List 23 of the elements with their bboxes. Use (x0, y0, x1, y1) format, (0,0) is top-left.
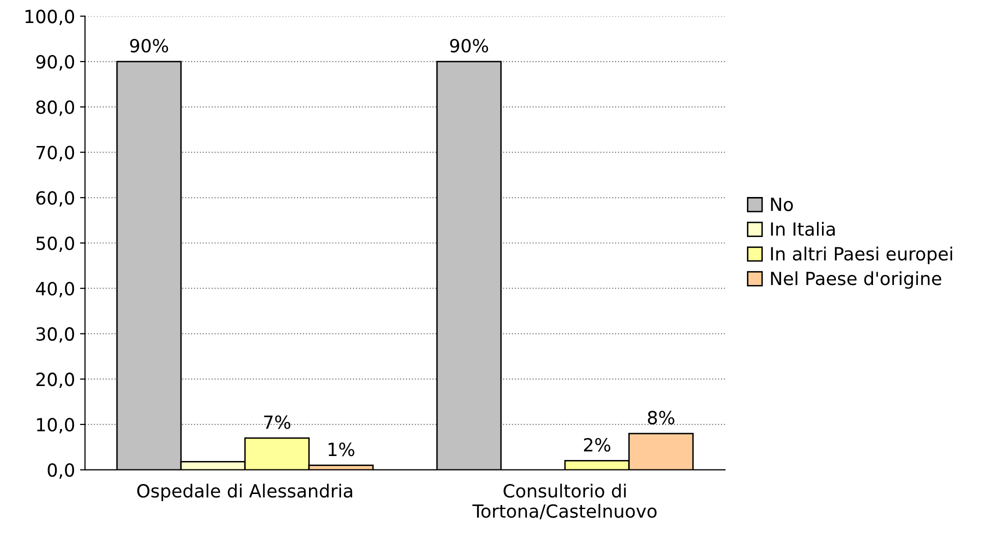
y-tick-label: 100,0 (26, 10, 74, 26)
data-label: 2% (584, 438, 610, 452)
y-tick-label: 40,0 (36, 282, 74, 298)
y-tick-label: 60,0 (36, 191, 74, 207)
y-tick-label: 90,0 (36, 55, 74, 71)
y-tick-label: 10,0 (37, 418, 74, 434)
data-label: 1% (328, 442, 354, 456)
y-tick-label: 50,0 (36, 236, 74, 252)
data-label: 8% (648, 410, 674, 424)
y-tick-label: 30,0 (36, 327, 74, 343)
legend-label: In altri Paesi europei (771, 246, 952, 264)
y-tick-label: 20,0 (36, 372, 74, 388)
data-label: 90% (450, 38, 488, 53)
x-tick-label: Ospedale di Alessandria (137, 484, 352, 502)
y-tick-label: 80,0 (36, 100, 74, 116)
data-label: 90% (130, 38, 168, 53)
y-tick-label: 0,0 (48, 463, 74, 479)
legend-label: Nel Paese d'origine (771, 271, 942, 289)
x-tick-label: Consultorio di Tortona/Castelnuovo (472, 484, 657, 520)
data-label: 7% (264, 415, 290, 429)
y-tick-label: 70,0 (36, 146, 74, 162)
legend-label: In Italia (771, 222, 835, 236)
legend-label: No (771, 198, 793, 212)
